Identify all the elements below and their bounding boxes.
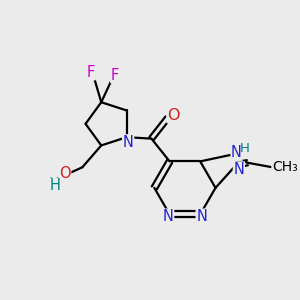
Text: H: H (50, 178, 61, 193)
Text: N: N (163, 209, 174, 224)
Text: F: F (111, 68, 119, 82)
Text: N: N (233, 162, 244, 177)
Text: H: H (240, 142, 250, 155)
Text: N: N (196, 209, 207, 224)
Text: H: H (49, 176, 59, 190)
Text: O: O (59, 166, 71, 181)
Text: N: N (231, 145, 242, 160)
Text: F: F (87, 65, 95, 80)
Text: CH₃: CH₃ (272, 160, 298, 174)
Text: N: N (123, 135, 134, 150)
Text: O: O (167, 108, 180, 123)
